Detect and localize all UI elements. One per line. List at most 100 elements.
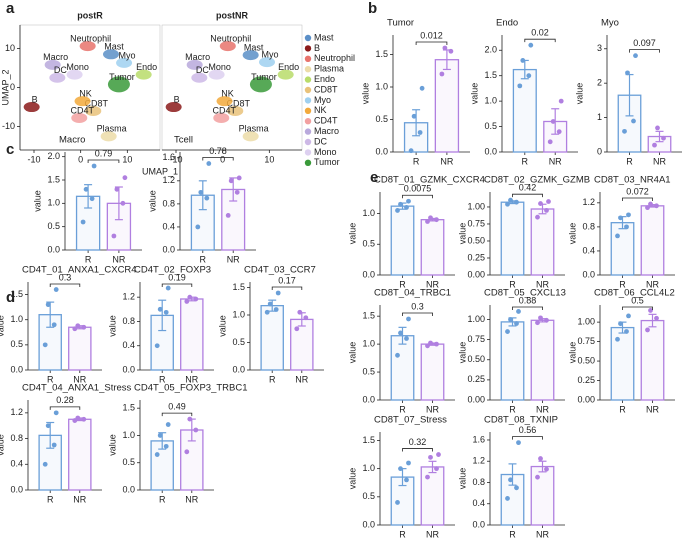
legend-swatch	[304, 107, 312, 115]
y-tick-label: 1.2	[472, 456, 485, 466]
significance-bracket	[622, 306, 653, 310]
x-tick-label: R	[159, 494, 166, 504]
bar	[500, 321, 525, 401]
data-point	[417, 130, 423, 135]
x-tick-label: NR	[426, 404, 439, 414]
x-tick-label: R	[509, 529, 516, 539]
data-point	[425, 474, 430, 480]
x-tick-label: R	[413, 156, 420, 166]
data-point	[398, 466, 403, 472]
y-axis-label: value	[567, 223, 577, 245]
y-tick-label: 0.0	[362, 519, 375, 529]
chart-title: CD8T_02_GZMK_GZMB	[484, 175, 590, 186]
x-tick-label: NR	[112, 254, 125, 264]
cluster-label: CD8T	[85, 98, 109, 108]
data-point	[544, 317, 549, 323]
data-point	[193, 427, 199, 433]
data-point	[395, 500, 400, 505]
y-tick-label: 0.4	[582, 245, 595, 255]
legend-label: CD4T	[314, 116, 338, 126]
data-point	[81, 324, 87, 330]
data-point	[195, 224, 201, 230]
cluster-label: Myo	[119, 50, 136, 60]
bar	[610, 222, 635, 276]
y-tick-label: 0.4	[10, 459, 23, 469]
cluster	[100, 131, 117, 142]
bar	[180, 298, 204, 371]
x-tick-label: R	[626, 156, 633, 166]
chart-title: Macro	[59, 135, 85, 146]
data-point	[406, 460, 411, 466]
y-axis-label: UMAP_2	[0, 69, 10, 105]
y-tick-label: 0.25	[467, 374, 485, 384]
data-point	[538, 456, 543, 461]
cluster	[186, 59, 203, 70]
data-point	[625, 70, 630, 76]
x-tick-label: NR	[646, 279, 659, 289]
cluster	[242, 131, 259, 142]
chart-title: CD8T_01_GZMK_CXCR4	[374, 175, 485, 186]
data-point	[655, 125, 660, 131]
cluster	[49, 72, 66, 83]
data-point	[626, 212, 631, 218]
significance-bracket	[622, 197, 653, 202]
cluster	[135, 69, 152, 80]
bar	[420, 343, 445, 401]
panel-label: b	[368, 0, 377, 17]
x-tick-label: 0	[220, 154, 225, 164]
data-point	[645, 327, 650, 333]
data-point	[395, 208, 400, 213]
significance-bracket	[402, 448, 433, 452]
x-tick-label: R	[269, 374, 276, 384]
y-tick-label: 0.00	[577, 394, 595, 404]
data-point	[114, 186, 120, 192]
cluster-label: DC	[54, 65, 67, 75]
cluster-label: Macro	[43, 52, 68, 62]
y-tick-label: 0.75	[577, 336, 595, 346]
cluster-label: CD4T	[213, 105, 237, 115]
data-point	[626, 313, 631, 319]
data-point	[618, 321, 623, 327]
p-value: 0.32	[409, 437, 427, 447]
data-point	[187, 294, 193, 300]
y-tick-label: 0.00	[467, 269, 485, 279]
data-point	[508, 477, 513, 483]
y-axis-label: value	[347, 468, 357, 490]
cluster-label: Tumor	[251, 72, 277, 82]
chart-title: CD4T_04_ANXA1_Stress	[22, 383, 132, 394]
y-tick-label: 1.5	[375, 49, 388, 59]
y-tick-label: 1.0	[47, 198, 60, 208]
x-tick-label: R	[47, 374, 54, 384]
x-tick-label: NR	[185, 494, 198, 504]
cluster-label: Mono	[66, 62, 89, 72]
data-point	[624, 224, 629, 230]
y-tick-label: 0.0	[375, 146, 388, 156]
cluster-label: Mono	[208, 62, 231, 72]
y-tick-label: 0.0	[472, 519, 485, 529]
y-tick-label: 1.5	[10, 289, 23, 299]
data-point	[53, 410, 59, 416]
legend-swatch	[304, 118, 312, 125]
chart-title: Endo	[496, 18, 518, 29]
y-tick-label: 0.8	[582, 221, 595, 231]
significance-bracket	[161, 412, 193, 417]
data-point	[204, 195, 210, 201]
x-tick-label: R	[509, 279, 516, 289]
data-point	[42, 342, 48, 348]
y-tick-label: 1.0	[375, 81, 388, 91]
data-point	[45, 302, 51, 308]
data-point	[228, 178, 234, 184]
y-tick-label: 1.0	[362, 463, 375, 473]
cluster-label: CD4T	[71, 105, 95, 115]
data-point	[91, 163, 97, 169]
bar	[640, 205, 665, 276]
x-tick-label: 10	[122, 154, 132, 164]
data-point	[294, 326, 300, 332]
data-point	[425, 219, 430, 224]
data-point	[645, 205, 650, 211]
y-tick-label: 0.75	[467, 334, 485, 344]
data-point	[267, 301, 273, 307]
cluster	[44, 59, 61, 70]
y-tick-label: 1.2	[162, 175, 175, 185]
chart-title: Tcell	[174, 135, 193, 146]
